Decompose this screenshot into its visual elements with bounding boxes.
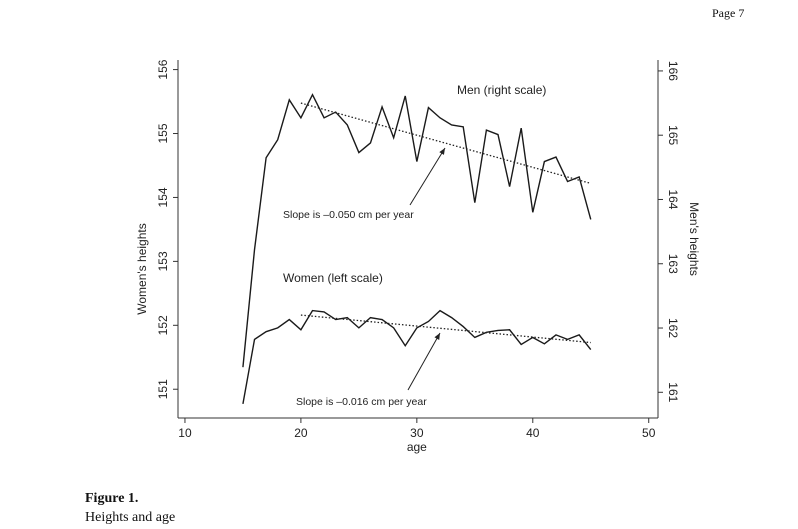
y-tick-label: 153: [156, 251, 170, 271]
x-tick-label: 10: [178, 426, 192, 440]
y-tick-label: 154: [156, 187, 170, 207]
slope-annotation: Slope is –0.050 cm per year: [283, 209, 414, 221]
figure-label: Figure 1.: [85, 491, 139, 506]
y2-axis-label: Men's heights: [687, 202, 701, 276]
trend-line: [300, 102, 591, 185]
series-line: [242, 309, 592, 405]
arrow-head: [439, 148, 445, 155]
figure-caption: Heights and age: [85, 510, 176, 525]
slope-annotation: Slope is –0.016 cm per year: [296, 396, 427, 408]
y2-tick-label: 165: [666, 125, 680, 145]
x-tick-label: 30: [410, 426, 424, 440]
y-tick-label: 151: [156, 379, 170, 399]
y2-tick-label: 166: [666, 61, 680, 81]
y-tick-label: 156: [156, 59, 170, 79]
y-axis-label: Women's heights: [135, 223, 149, 314]
y2-tick-label: 164: [666, 189, 680, 209]
y2-tick-label: 162: [666, 318, 680, 338]
annotation-arrow: [409, 147, 446, 206]
trend-line: [300, 314, 591, 344]
x-axis-label: age: [407, 440, 427, 454]
page-label: Page 7: [712, 6, 745, 20]
chart: 10 20 30 40 50 151 152 153 154 155 156 161 162 163 164…: [135, 59, 701, 454]
series-annotation: Men (right scale): [457, 83, 546, 97]
x-tick-label: 50: [642, 426, 656, 440]
arrow-head: [434, 333, 440, 340]
y2-tick-label: 161: [666, 382, 680, 402]
x-tick-label: 40: [526, 426, 540, 440]
series-annotation: Women (left scale): [283, 271, 383, 285]
y-tick-label: 152: [156, 315, 170, 335]
y-tick-label: 155: [156, 123, 170, 143]
series-line: [242, 93, 592, 368]
y2-tick-label: 163: [666, 254, 680, 274]
annotation-arrow: [407, 332, 441, 391]
x-tick-label: 20: [294, 426, 308, 440]
